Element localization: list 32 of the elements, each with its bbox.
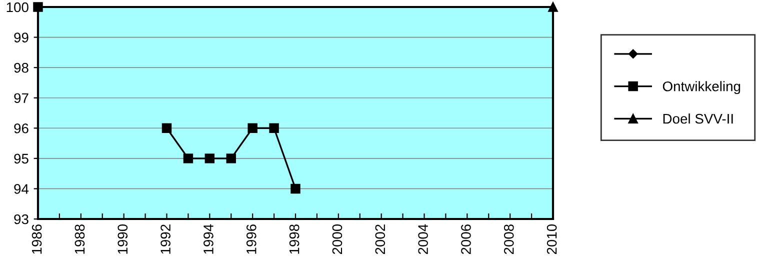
x-tick-label: 2006 bbox=[461, 224, 471, 254]
y-tick-label: 98 bbox=[14, 62, 28, 73]
point bbox=[269, 123, 279, 134]
point bbox=[290, 184, 300, 194]
x-tick-label: 1998 bbox=[289, 224, 300, 254]
y-tick-label: 100 bbox=[6, 2, 28, 12]
point bbox=[226, 154, 236, 164]
y-tick-label: 94 bbox=[14, 184, 29, 194]
point bbox=[162, 123, 172, 134]
y-tick-label: 97 bbox=[14, 93, 28, 104]
x-tick-label: 1994 bbox=[204, 224, 214, 254]
y-tick-label: 96 bbox=[14, 123, 28, 134]
x-tick-label: 2002 bbox=[375, 224, 386, 254]
point bbox=[183, 154, 194, 164]
point bbox=[204, 154, 215, 164]
x-tick-label: 2008 bbox=[504, 224, 514, 254]
x-tick-label: 1992 bbox=[160, 224, 170, 254]
legend-label: Doel SVV-II bbox=[663, 113, 733, 124]
point bbox=[33, 2, 43, 12]
y-tick-label: 99 bbox=[14, 32, 28, 42]
x-tick-label: 2010 bbox=[546, 224, 557, 254]
y-tick-label: 93 bbox=[14, 214, 28, 224]
x-tick-label: 2004 bbox=[418, 224, 428, 254]
x-tick-label: 1990 bbox=[118, 224, 128, 254]
x-tick-label: 2000 bbox=[332, 224, 342, 254]
point bbox=[248, 123, 258, 134]
x-tick-label: 1986 bbox=[32, 224, 42, 254]
legend-label: Ontwikkeling bbox=[662, 81, 740, 94]
x-tick-label: 1996 bbox=[246, 224, 256, 254]
x-tick-label: 1988 bbox=[74, 224, 85, 254]
point bbox=[548, 2, 558, 12]
y-tick-label: 95 bbox=[14, 154, 28, 164]
